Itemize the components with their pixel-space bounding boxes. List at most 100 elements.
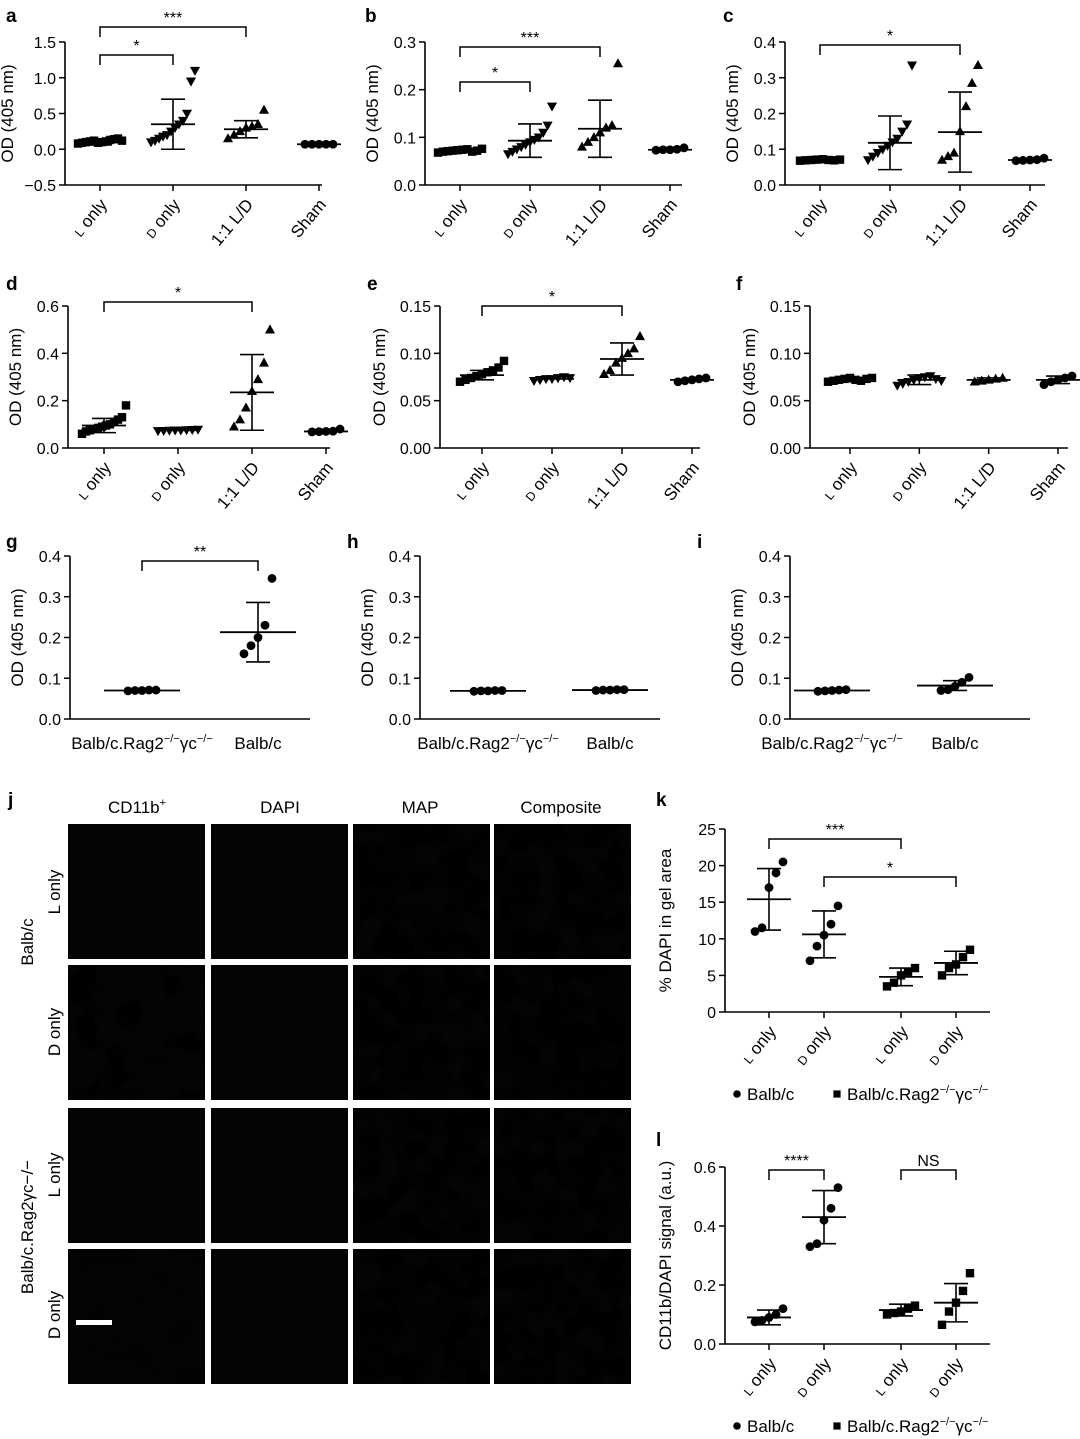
y-tick-label: 0.4 <box>759 549 781 566</box>
data-point <box>889 978 899 987</box>
data-point <box>240 402 252 412</box>
x-tick-label: D only <box>858 195 902 242</box>
row-label-4: D only <box>45 1290 64 1339</box>
column-header-cd11b: CD11b+ <box>108 797 166 817</box>
data-point <box>771 868 781 878</box>
significance-label: * <box>492 65 498 82</box>
x-tick-label: L only <box>738 1354 780 1399</box>
data-point <box>433 148 443 157</box>
y-tick-label: 1.0 <box>34 71 56 88</box>
significance-label: NS <box>917 1153 939 1170</box>
significance-label: * <box>549 289 555 306</box>
x-tick-label: 1:1 L/D <box>207 195 257 249</box>
x-tick-label: 1:1 L/D <box>950 458 1000 512</box>
x-tick-label: L only <box>870 1022 912 1067</box>
data-point <box>438 147 448 156</box>
x-tick-label: Balb/c.Rag2−/−γc−/− <box>761 733 903 753</box>
y-tick-label: 0.4 <box>389 549 411 566</box>
x-tick-label: Balb/c.Rag2−/−γc−/− <box>71 733 213 753</box>
x-tick-label: Sham <box>287 195 330 241</box>
y-axis-label: OD (405 nm) <box>8 588 27 686</box>
y-axis-label: % DAPI in gel area <box>656 848 675 992</box>
data-point <box>965 945 975 954</box>
panel-j-micrograph-grid: j CD11b+ DAPI MAP Composite Balb/c Balb/… <box>7 790 631 1384</box>
y-tick-label: 15 <box>698 895 716 912</box>
data-point <box>610 357 622 367</box>
data-point <box>483 368 492 377</box>
data-point <box>258 357 270 367</box>
y-tick-label: 20 <box>698 859 716 876</box>
panel-letter-j: j <box>7 790 13 811</box>
column-header-map: MAP <box>402 798 439 817</box>
chart-panel-h: 0.4 0.3 0.2 0.1 0.0 OD (405 nm) Balb/c.Rag2−/−… <box>358 549 660 753</box>
data-point <box>937 1320 947 1330</box>
data-point <box>189 66 201 76</box>
y-tick-label: 0.4 <box>754 35 776 52</box>
y-tick-label: 0.3 <box>394 35 416 52</box>
y-axis-label: OD (405 nm) <box>728 588 747 686</box>
x-tick-label: Sham <box>1026 458 1069 504</box>
data-point <box>588 132 600 142</box>
y-tick-label: 0.0 <box>39 712 61 729</box>
x-tick-label: Balb/c <box>234 734 282 753</box>
chart-panel-d: 0.6 0.4 0.2 0.0 OD (405 nm) L only D only 1:1 L… <box>6 285 348 513</box>
row-label-2: D only <box>45 1007 64 1056</box>
y-tick-label: 10 <box>698 932 716 949</box>
micrograph-r1-c2 <box>211 824 348 959</box>
data-point <box>252 118 264 129</box>
y-tick-label: 0.0 <box>389 712 411 729</box>
y-axis-label: OD (405 nm) <box>6 328 25 426</box>
x-tick-label: D only <box>887 458 931 505</box>
panel-letter-b: b <box>365 6 377 27</box>
y-tick-label: 0.6 <box>37 299 59 316</box>
legend-marker <box>833 1090 841 1098</box>
y-tick-label: 0.1 <box>759 671 781 688</box>
significance-label: *** <box>521 30 540 47</box>
panel-letter-h: h <box>347 532 359 553</box>
y-axis-label: CD11b/DAPI signal (a.u.) <box>656 1161 675 1351</box>
y-tick-label: 0.00 <box>400 441 431 458</box>
chart-panel-k: 25 20 15 10 5 0 % DAPI in gel area L only D only… <box>656 822 990 1104</box>
data-point <box>826 1203 836 1213</box>
significance-bracket <box>768 838 902 849</box>
significance-label: * <box>133 38 139 55</box>
dapi-stain <box>211 965 348 1100</box>
data-point <box>239 649 249 659</box>
y-tick-label: 0.0 <box>34 142 56 159</box>
cd11b-stain <box>68 824 205 959</box>
micrograph-r1-c4 <box>494 824 631 959</box>
data-point <box>694 374 704 384</box>
x-tick-label: Balb/c.Rag2−/−γc−/− <box>417 733 559 753</box>
x-tick-label: Sham <box>998 195 1041 241</box>
data-point <box>1067 371 1077 381</box>
data-point <box>948 147 960 157</box>
y-tick-label: 0.3 <box>754 71 776 88</box>
panel-letter-a: a <box>6 6 17 27</box>
cd11b-cluster <box>68 1249 205 1384</box>
y-tick-label: 0.0 <box>759 712 781 729</box>
significance-label: **** <box>784 1153 809 1170</box>
data-point <box>185 77 197 87</box>
chart-panel-g: 0.4 0.3 0.2 0.1 0.0 OD (405 nm) Balb/c.Rag2−/−… <box>8 544 310 753</box>
data-point <box>969 376 980 386</box>
significance-bracket <box>768 1169 825 1180</box>
y-tick-label: 0.0 <box>754 178 776 195</box>
y-tick-label: 0.4 <box>694 1219 716 1236</box>
data-point <box>628 343 640 353</box>
dapi-stain <box>211 1249 348 1384</box>
significance-label: *** <box>826 822 845 839</box>
chart-panel-a: 1.5 1.0 0.5 0.0 −0.5 OD (405 nm) L only D only 1… <box>0 10 341 250</box>
data-point <box>812 941 822 951</box>
data-point <box>936 686 946 695</box>
x-tick-label: Sham <box>660 458 703 504</box>
data-point <box>862 156 874 166</box>
x-tick-label: Sham <box>638 195 681 241</box>
data-point <box>121 401 131 410</box>
x-tick-label: L only <box>789 195 831 240</box>
micrograph-r1-c3 <box>353 824 490 959</box>
map-stain <box>353 965 490 1100</box>
y-tick-label: 0.00 <box>770 441 801 458</box>
dapi-overlay <box>494 1249 631 1384</box>
data-point <box>634 331 646 341</box>
data-point <box>455 377 465 386</box>
